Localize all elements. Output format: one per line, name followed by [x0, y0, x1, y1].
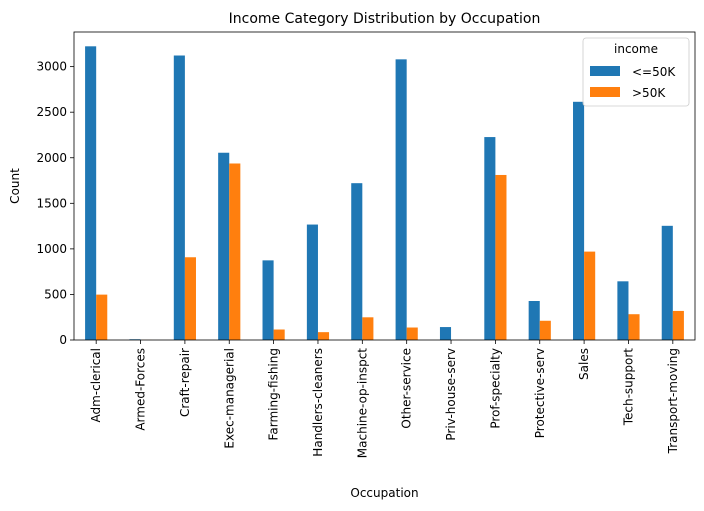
x-axis: Adm-clerical Armed-Forces Craft-repair Exec…: [89, 340, 680, 458]
bar-protective-serv-le50k: [528, 301, 540, 340]
y-tick-label: 2000: [36, 151, 67, 165]
y-tick-label: 0: [59, 333, 67, 347]
y-tick-label: 500: [44, 287, 67, 301]
x-tick-label-sales: Sales: [577, 348, 591, 380]
y-tick-label: 1500: [36, 196, 67, 210]
y-tick-label: 1000: [36, 242, 67, 256]
y-axis-title: Count: [8, 168, 22, 204]
bar-tech-support-le50k: [617, 281, 629, 340]
y-tick-label: 3000: [36, 60, 67, 74]
x-tick-label-protective-serv: Protective-serv: [533, 348, 547, 438]
bar-priv-house-serv-le50k: [439, 327, 452, 340]
x-tick-label-armed-forces: Armed-Forces: [134, 348, 148, 431]
legend-label-le50k: <=50K: [632, 65, 676, 79]
bar-prof-specialty-le50k: [484, 137, 496, 340]
bar-transport-moving-gt50k: [672, 310, 684, 340]
bar-machine-op-inspct-le50k: [351, 183, 363, 340]
x-tick-label-farming-fishing: Farming-fishing: [267, 348, 281, 440]
bar-protective-serv-gt50k: [539, 320, 551, 340]
bar-craft-repair-gt50k: [184, 257, 196, 340]
bar-craft-repair-le50k: [173, 55, 185, 340]
bar-tech-support-gt50k: [628, 314, 640, 340]
legend-swatch-le50k: [590, 66, 620, 76]
x-tick-label-handlers-cleaners: Handlers-cleaners: [311, 348, 325, 457]
bar-prof-specialty-gt50k: [495, 174, 507, 340]
x-tick-label-other-service: Other-service: [400, 348, 414, 429]
x-tick-label-tech-support: Tech-support: [621, 348, 635, 427]
bar-other-service-gt50k: [406, 327, 418, 340]
legend-label-gt50k: >50K: [632, 86, 666, 100]
bar-other-service-le50k: [395, 59, 407, 341]
legend-swatch-gt50k: [590, 87, 620, 97]
x-tick-label-machine-op-inspct: Machine-op-inspct: [355, 348, 369, 458]
bar-machine-op-inspct-gt50k: [362, 317, 374, 340]
bar-handlers-cleaners-le50k: [306, 224, 318, 340]
x-tick-label-exec-managerial: Exec-managerial: [222, 348, 236, 449]
bar-exec-managerial-le50k: [218, 152, 230, 340]
bar-farming-fishing-gt50k: [273, 329, 285, 340]
x-tick-label-adm-clerical: Adm-clerical: [89, 348, 103, 423]
bar-transport-moving-le50k: [661, 225, 673, 340]
x-tick-label-craft-repair: Craft-repair: [178, 348, 192, 417]
x-axis-title: Occupation: [350, 486, 418, 500]
bar-farming-fishing-le50k: [262, 260, 274, 340]
bar-handlers-cleaners-gt50k: [317, 332, 330, 340]
legend: income <=50K >50K: [582, 37, 690, 107]
y-tick-label: 2500: [36, 105, 67, 119]
x-tick-label-priv-house-serv: Priv-house-serv: [444, 348, 458, 441]
plot-frame: [73, 31, 696, 341]
legend-title: income: [614, 42, 658, 56]
bar-exec-managerial-gt50k: [229, 163, 241, 340]
x-tick-label-transport-moving: Transport-moving: [666, 348, 680, 454]
x-tick-label-prof-specialty: Prof-specialty: [488, 348, 502, 429]
bar-sales-le50k: [573, 101, 585, 340]
bars-layer: [85, 46, 684, 341]
y-axis: 0 500 1000 1500 2000 2500 3000: [36, 60, 74, 347]
bar-sales-gt50k: [584, 251, 596, 340]
chart-title: Income Category Distribution by Occupati…: [229, 11, 541, 27]
bar-adm-clerical-le50k: [85, 46, 97, 341]
bar-adm-clerical-gt50k: [96, 294, 108, 340]
